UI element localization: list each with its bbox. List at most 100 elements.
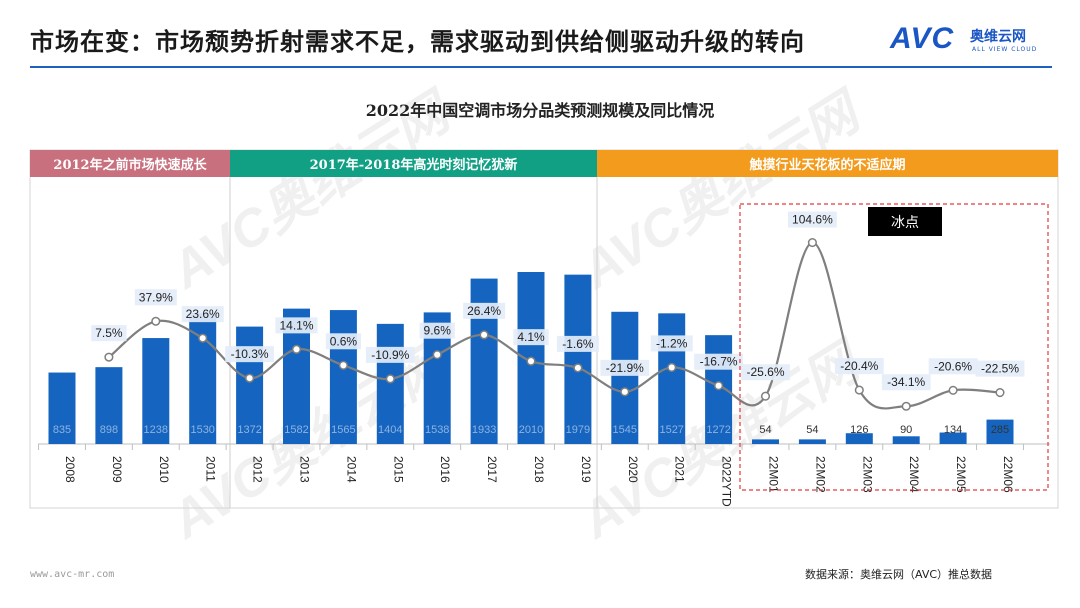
logo-english-text: ALL VIEW CLOUD xyxy=(972,46,1038,53)
category-label: 2021 xyxy=(673,456,687,483)
yoy-point xyxy=(714,381,724,391)
yoy-label: -22.5% xyxy=(981,362,1019,376)
logo-avc-text: AVC xyxy=(890,22,955,55)
category-label: 2014 xyxy=(344,456,358,483)
yoy-label-box xyxy=(134,289,177,306)
category-label: 22M02 xyxy=(813,456,827,493)
category-label: 2015 xyxy=(391,456,405,483)
yoy-label: 14.1% xyxy=(279,318,313,332)
bar-value-label: 1933 xyxy=(472,424,496,436)
highlight-box xyxy=(739,203,1049,491)
phase-header-label: 2012年之前市场快速成长 xyxy=(53,157,207,173)
bar-value-label: 1582 xyxy=(284,424,308,436)
bar xyxy=(845,433,873,444)
category-label: 2019 xyxy=(579,456,593,483)
bar-value-label: 134 xyxy=(944,424,962,436)
bar-value-label: 54 xyxy=(759,424,771,436)
bar-value-label: 90 xyxy=(900,424,912,436)
bar-value-label: 2010 xyxy=(519,424,543,436)
yoy-point xyxy=(573,363,583,373)
yoy-point xyxy=(667,362,677,372)
yoy-label-box xyxy=(928,358,978,375)
bar xyxy=(752,439,779,444)
bar xyxy=(939,432,967,444)
bar xyxy=(798,439,826,444)
yoy-label-box xyxy=(91,325,127,342)
yoy-label-box xyxy=(556,335,599,352)
bar-value-label: 1545 xyxy=(613,424,637,436)
bar-value-label: 54 xyxy=(806,424,818,436)
bar-value-label: 126 xyxy=(850,424,868,436)
yoy-label: -16.7% xyxy=(700,355,738,369)
yoy-label-box xyxy=(975,360,1025,377)
yoy-label: 0.6% xyxy=(330,334,358,348)
chart-title: 2022年中国空调市场分品类预测规模及同比情况 xyxy=(365,101,715,120)
yoy-label: -20.6% xyxy=(934,359,972,373)
category-label: 22M03 xyxy=(860,456,874,493)
yoy-label-box xyxy=(275,317,318,334)
bar-value-label: 1979 xyxy=(566,424,590,436)
yoy-label-box xyxy=(600,359,650,376)
yoy-label: 23.6% xyxy=(186,307,220,321)
phase-header-bar xyxy=(30,150,230,177)
logo-chinese-text: 奥维云网 xyxy=(970,29,1026,45)
bar-value-label: 1404 xyxy=(378,424,402,436)
bar xyxy=(48,372,76,444)
yoy-point xyxy=(479,330,489,340)
yoy-point xyxy=(526,356,536,366)
yoy-point xyxy=(291,344,302,354)
yoy-point xyxy=(198,333,208,343)
yoy-label: 104.6% xyxy=(792,213,833,227)
bar xyxy=(986,419,1014,444)
yoy-label-box xyxy=(325,333,361,350)
freeze-point-callout xyxy=(868,207,942,236)
category-label: 22M06 xyxy=(1001,456,1015,493)
phase-header-label: 触摸行业天花板的不适应期 xyxy=(748,157,905,173)
phase-header-bar xyxy=(230,150,597,177)
bar xyxy=(329,310,357,444)
bar xyxy=(564,274,592,444)
yoy-label-box xyxy=(741,364,790,381)
bar-value-label: 1272 xyxy=(706,424,730,436)
yoy-point xyxy=(948,385,958,395)
category-label: 2022YTD xyxy=(720,456,734,507)
yoy-point xyxy=(432,350,442,360)
bar xyxy=(376,323,404,444)
yoy-label: -1.6% xyxy=(562,337,594,351)
yoy-point xyxy=(385,374,395,384)
bar xyxy=(658,313,686,444)
yoy-point xyxy=(620,387,630,397)
yoy-label: -34.1% xyxy=(887,375,925,389)
bar-value-label: 1530 xyxy=(190,424,214,436)
footer-url[interactable]: www.avc-mr.com xyxy=(30,569,115,580)
category-label: 22M05 xyxy=(954,456,968,493)
yoy-point xyxy=(995,388,1005,398)
title-divider xyxy=(30,66,1052,68)
yoy-label: -20.4% xyxy=(840,359,878,373)
category-label: 22M01 xyxy=(767,456,781,493)
bar xyxy=(95,367,123,444)
yoy-label-box xyxy=(834,358,884,375)
phase-header-label: 2017年-2018年高光时刻记忆犹新 xyxy=(310,157,518,173)
category-label: 2012 xyxy=(251,456,265,483)
yoy-label: 37.9% xyxy=(139,290,173,304)
yoy-label: -21.9% xyxy=(606,361,644,375)
bar-value-label: 1372 xyxy=(237,424,261,436)
yoy-label-box xyxy=(650,335,693,352)
yoy-label: 26.4% xyxy=(467,304,501,318)
brand-logo: AVC 奥维云网 ALL VIEW CLOUD xyxy=(890,22,1052,56)
yoy-point xyxy=(338,360,348,370)
yoy-label: -10.3% xyxy=(231,347,269,361)
yoy-point xyxy=(901,401,911,411)
yoy-label-box xyxy=(463,302,506,319)
yoy-label-box xyxy=(881,374,931,391)
bar xyxy=(142,338,170,444)
category-label: 2017 xyxy=(485,456,499,483)
category-label: 2013 xyxy=(298,456,312,483)
yoy-label-box xyxy=(694,353,743,370)
bar-value-label: 1527 xyxy=(659,424,683,436)
bar xyxy=(892,436,920,444)
yoy-point xyxy=(245,373,255,383)
category-label: 2016 xyxy=(438,456,452,483)
